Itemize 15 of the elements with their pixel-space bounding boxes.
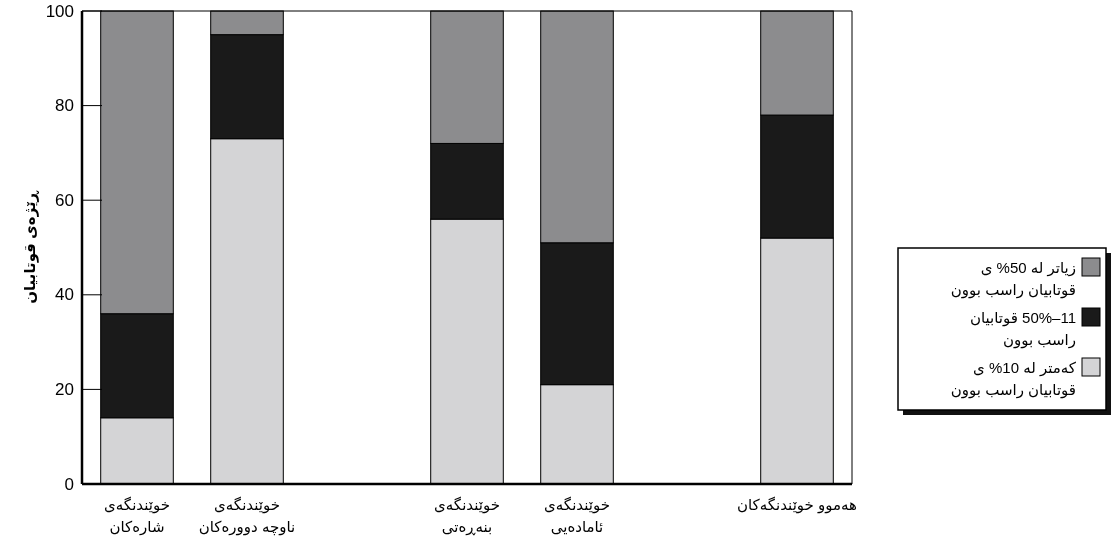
y-tick-label: 100 xyxy=(45,1,74,21)
y-tick-label: 60 xyxy=(55,190,74,210)
x-tick-label: خوێندنگەی ناوچە دوورەکان xyxy=(198,496,296,536)
y-tick-label: 40 xyxy=(55,285,74,305)
y-tick-label: 20 xyxy=(55,379,74,399)
y-tick-label: 80 xyxy=(55,96,74,116)
x-tick-label: خوێندنگەی شارەکان xyxy=(104,496,170,536)
legend-label: 11–50% قوتابیان راسب بوون xyxy=(969,309,1076,349)
y-tick-label: 0 xyxy=(64,474,74,494)
y-axis-title: ڕێژەی قوتابیان xyxy=(21,189,39,304)
x-tick-label: خوێندنگەی ئامادەیی xyxy=(544,496,610,535)
x-tick-label: هەموو خوێندنگەکان xyxy=(737,496,858,514)
x-tick-label: خوێندنگەی بنەڕەتی xyxy=(434,496,500,536)
legend-label: زیاتر لە 50% ی قوتابیان راسب بوون xyxy=(950,259,1076,299)
legend-label: کەمتر لە 10% ی قوتابیان راسب بوون xyxy=(950,359,1077,399)
